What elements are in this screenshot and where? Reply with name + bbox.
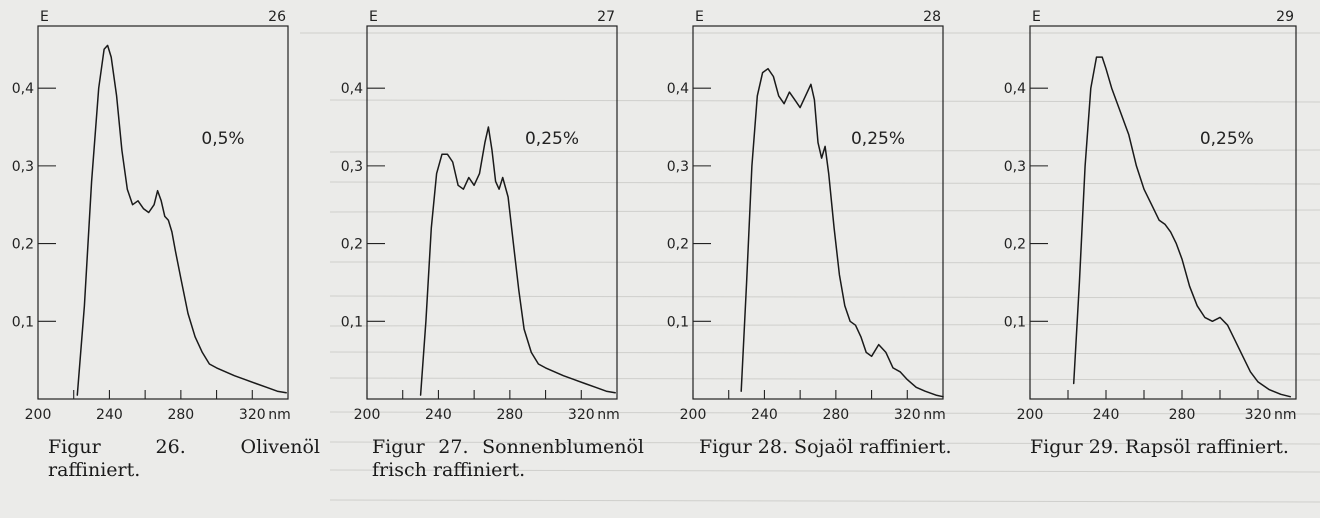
- caption-text: Rapsöl raffiniert.: [1125, 436, 1289, 458]
- x-tick-label: 200: [354, 407, 381, 423]
- figure-number: 27: [597, 9, 615, 25]
- caption-text: Sojaöl raffiniert.: [794, 436, 952, 458]
- y-axis-label: E: [1032, 9, 1041, 25]
- x-tick-label: 200: [1017, 407, 1044, 423]
- x-tick-label: 280: [822, 407, 849, 423]
- x-tick-label: 200: [680, 407, 707, 423]
- y-tick-label: 0,3: [667, 159, 689, 175]
- x-unit-label: nm: [1274, 407, 1297, 423]
- caption-label: Figur 26.: [48, 436, 186, 458]
- figure-number: 26: [268, 9, 286, 25]
- x-tick-label: 320: [239, 407, 266, 423]
- y-tick-label: 0,1: [341, 314, 363, 330]
- absorption-curve-27: [419, 126, 616, 396]
- x-tick-label: 240: [1093, 407, 1120, 423]
- x-tick-label: 320: [1245, 407, 1272, 423]
- x-tick-label: 240: [751, 407, 778, 423]
- x-unit-label: nm: [268, 407, 291, 423]
- concentration-label: 0,5%: [201, 129, 244, 149]
- y-tick-label: 0,3: [1004, 159, 1026, 175]
- x-tick-label: 280: [496, 407, 523, 423]
- caption-figure-26: Figur 26. Olivenöl raffiniert.: [48, 436, 320, 482]
- absorption-curve-28: [740, 67, 944, 398]
- absorption-curve-26: [76, 44, 287, 396]
- y-tick-label: 0,1: [1004, 314, 1026, 330]
- concentration-label: 0,25%: [1200, 129, 1254, 149]
- caption-text: Sonnenblumenöl frisch raffiniert.: [372, 436, 645, 481]
- caption-text: Olivenöl raffiniert.: [48, 436, 321, 481]
- plot-frame-26: [37, 25, 289, 400]
- x-tick-label: 200: [25, 407, 52, 423]
- y-tick-label: 0,3: [341, 159, 363, 175]
- y-tick-label: 0,2: [341, 237, 363, 253]
- y-tick-label: 0,4: [12, 81, 34, 97]
- y-tick-label: 0,4: [667, 81, 689, 97]
- x-unit-label: nm: [597, 407, 620, 423]
- y-tick-label: 0,4: [1004, 81, 1026, 97]
- x-tick-label: 320: [568, 407, 595, 423]
- plot-frame-29: [1029, 25, 1297, 400]
- x-unit-label: nm: [923, 407, 946, 423]
- figure-number: 28: [923, 9, 941, 25]
- y-tick-label: 0,4: [341, 81, 363, 97]
- x-tick-label: 240: [425, 407, 452, 423]
- absorption-curve-29: [1072, 56, 1292, 398]
- y-axis-label: E: [695, 9, 704, 25]
- figure-number: 29: [1276, 9, 1294, 25]
- x-tick-label: 240: [96, 407, 123, 423]
- caption-label: Figur 28.: [699, 436, 788, 458]
- y-tick-label: 0,1: [12, 314, 34, 330]
- y-tick-label: 0,1: [667, 314, 689, 330]
- concentration-label: 0,25%: [525, 129, 579, 149]
- y-tick-label: 0,3: [12, 159, 34, 175]
- y-tick-label: 0,2: [12, 237, 34, 253]
- caption-label: Figur 29.: [1030, 436, 1119, 458]
- plot-frame-27: [366, 25, 618, 400]
- caption-label: Figur 27.: [372, 436, 469, 458]
- x-tick-label: 280: [1169, 407, 1196, 423]
- plot-frame-28: [692, 25, 944, 400]
- y-tick-label: 0,2: [1004, 237, 1026, 253]
- concentration-label: 0,25%: [851, 129, 905, 149]
- y-tick-label: 0,2: [667, 237, 689, 253]
- y-axis-label: E: [369, 9, 378, 25]
- x-tick-label: 280: [167, 407, 194, 423]
- caption-figure-27: Figur 27. Sonnenblumenöl frisch raffinie…: [372, 436, 644, 482]
- caption-figure-29: Figur 29. Rapsöl raffiniert.: [1030, 436, 1302, 459]
- x-tick-label: 320: [894, 407, 921, 423]
- caption-figure-28: Figur 28. Sojaöl raffiniert.: [699, 436, 971, 459]
- y-axis-label: E: [40, 9, 49, 25]
